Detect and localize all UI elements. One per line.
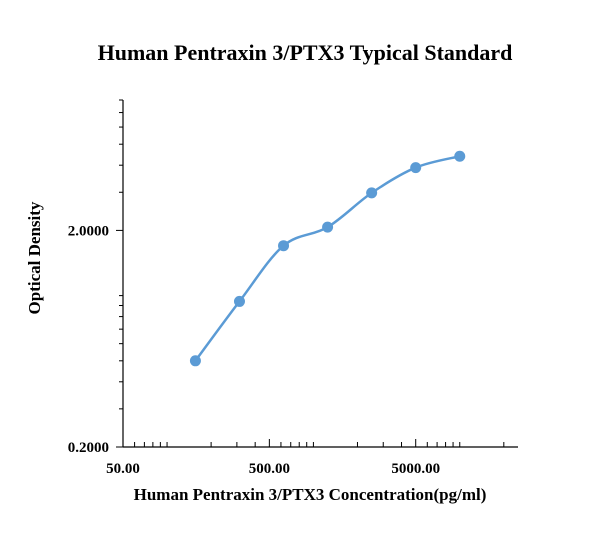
data-point [233, 295, 245, 307]
x-tick-label: 500.00 [249, 461, 290, 477]
x-axis-label: Human Pentraxin 3/PTX3 Concentration(pg/… [133, 485, 487, 504]
data-points [189, 150, 466, 367]
fit-curve [194, 155, 461, 362]
x-tick-label: 50.00 [106, 461, 140, 477]
y-tick-label: 0.2000 [68, 440, 109, 456]
data-point [278, 240, 290, 252]
tick-labels: 50.00 500.00 5000.00 0.2000 2.0000 [68, 223, 440, 477]
data-point [189, 355, 201, 367]
data-point [410, 162, 422, 174]
axes [122, 100, 518, 448]
data-point [366, 187, 378, 199]
data-point [322, 221, 334, 233]
x-tick-label: 5000.00 [391, 461, 440, 477]
chart-title: Human Pentraxin 3/PTX3 Typical Standard [97, 40, 513, 65]
y-tick-label: 2.0000 [68, 223, 109, 239]
ticks [116, 99, 505, 448]
data-point [454, 150, 466, 162]
